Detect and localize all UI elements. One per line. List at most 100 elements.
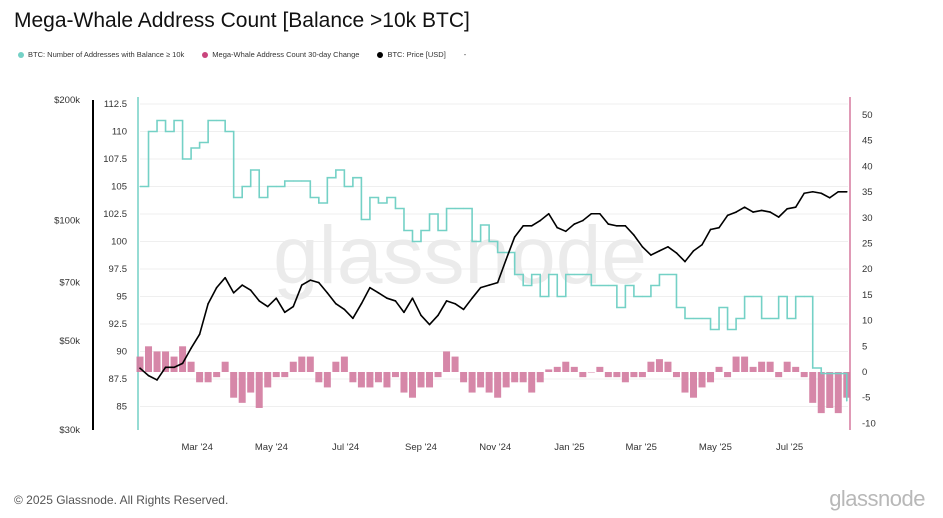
address-count-point: [156, 119, 158, 122]
price-point: [386, 297, 388, 299]
x-tick-label: May '24: [255, 442, 288, 453]
price-point: [667, 245, 669, 248]
address-count-point: [241, 185, 243, 188]
change-bar: [170, 356, 178, 372]
price-point: [352, 317, 354, 320]
glassnode-logo: glassnode: [829, 486, 925, 511]
price-point: [539, 219, 542, 222]
change-bar: [349, 372, 357, 383]
change-bar: [664, 361, 672, 372]
count-tick-label: 107.5: [103, 154, 127, 165]
price-point: [437, 314, 439, 317]
legend-item-price[interactable]: BTC: Price [USD]: [377, 50, 446, 59]
change-bar: [681, 372, 689, 393]
price-point: [616, 225, 618, 227]
price-point: [411, 297, 414, 299]
price-point: [803, 192, 806, 195]
price-point: [530, 225, 533, 227]
price-point: [547, 212, 550, 215]
change-tick-label: 20: [862, 264, 873, 275]
address-count-point: [258, 196, 260, 199]
address-count-point: [352, 177, 354, 179]
legend-item-30d-change[interactable]: Mega-Whale Address Count 30-day Change: [202, 50, 359, 59]
address-count-point: [837, 372, 839, 375]
change-bar: [357, 372, 365, 388]
price-point: [828, 196, 831, 199]
legend-item-extra[interactable]: -: [464, 50, 467, 59]
change-bar: [749, 366, 757, 372]
address-count-point: [633, 295, 635, 298]
price-point: [343, 308, 346, 311]
count-tick-label: 100: [111, 237, 127, 248]
price-point: [258, 300, 261, 302]
price-point: [837, 190, 840, 193]
legend-item-address-count[interactable]: BTC: Number of Addresses with Balance ≥ …: [18, 50, 184, 59]
price-point: [505, 258, 507, 261]
change-bar: [340, 356, 348, 372]
address-count-point: [692, 317, 695, 320]
price-tick-label: $50k: [59, 336, 80, 347]
change-tick-label: 15: [862, 290, 873, 301]
address-count-point: [284, 180, 286, 182]
price-point: [794, 206, 797, 208]
change-bar: [238, 372, 246, 403]
change-bar: [281, 372, 289, 378]
address-count-point: [343, 185, 345, 188]
address-count-point: [675, 306, 678, 309]
address-count-point: [590, 284, 592, 287]
price-point: [147, 374, 150, 377]
address-count-point: [147, 130, 150, 133]
change-bar: [247, 372, 255, 393]
address-count-point: [369, 196, 371, 199]
price-tick-label: $30k: [59, 425, 80, 436]
address-count-point: [462, 207, 465, 210]
price-point: [599, 212, 601, 215]
price-point: [845, 190, 848, 193]
address-count-point: [769, 317, 771, 320]
change-bar: [834, 372, 842, 414]
count-tick-label: 87.5: [109, 374, 128, 385]
address-count-point: [318, 202, 320, 204]
price-point: [428, 323, 431, 326]
price-point: [624, 225, 627, 227]
change-bar: [230, 372, 238, 398]
change-bar: [136, 356, 144, 372]
price-point: [786, 207, 788, 210]
address-count-point: [514, 273, 516, 276]
price-point: [573, 223, 576, 225]
address-count-point: [403, 229, 405, 232]
x-tick-label: Jul '25: [776, 442, 803, 453]
address-count-point: [803, 295, 805, 298]
address-count-point: [420, 229, 422, 232]
address-count-point: [624, 284, 626, 287]
address-count-point: [701, 317, 703, 320]
price-point: [709, 228, 712, 231]
address-count-point: [411, 240, 414, 243]
address-count-point: [233, 196, 235, 199]
price-point: [241, 284, 243, 286]
change-bar: [485, 372, 493, 393]
address-count-point: [164, 130, 167, 133]
change-bar: [383, 372, 391, 388]
address-count-point: [539, 295, 541, 298]
price-point: [590, 212, 593, 215]
x-tick-label: Mar '25: [626, 442, 657, 453]
price-point: [369, 286, 371, 289]
change-bar: [443, 351, 451, 372]
legend-label: BTC: Price [USD]: [387, 50, 446, 59]
count-tick-label: 105: [111, 182, 127, 193]
legend-dot-icon: [377, 51, 384, 58]
change-bar: [766, 361, 774, 372]
change-bar: [562, 361, 570, 372]
address-count-point: [505, 251, 507, 254]
change-bar: [775, 372, 783, 378]
price-point: [701, 243, 703, 246]
change-tick-label: -5: [862, 393, 870, 404]
price-point: [207, 302, 209, 305]
address-count-point: [522, 284, 524, 287]
change-bar: [621, 372, 629, 383]
change-bar: [519, 372, 527, 383]
address-count-point: [829, 372, 831, 375]
change-bar: [545, 369, 553, 372]
change-tick-label: 50: [862, 110, 873, 121]
